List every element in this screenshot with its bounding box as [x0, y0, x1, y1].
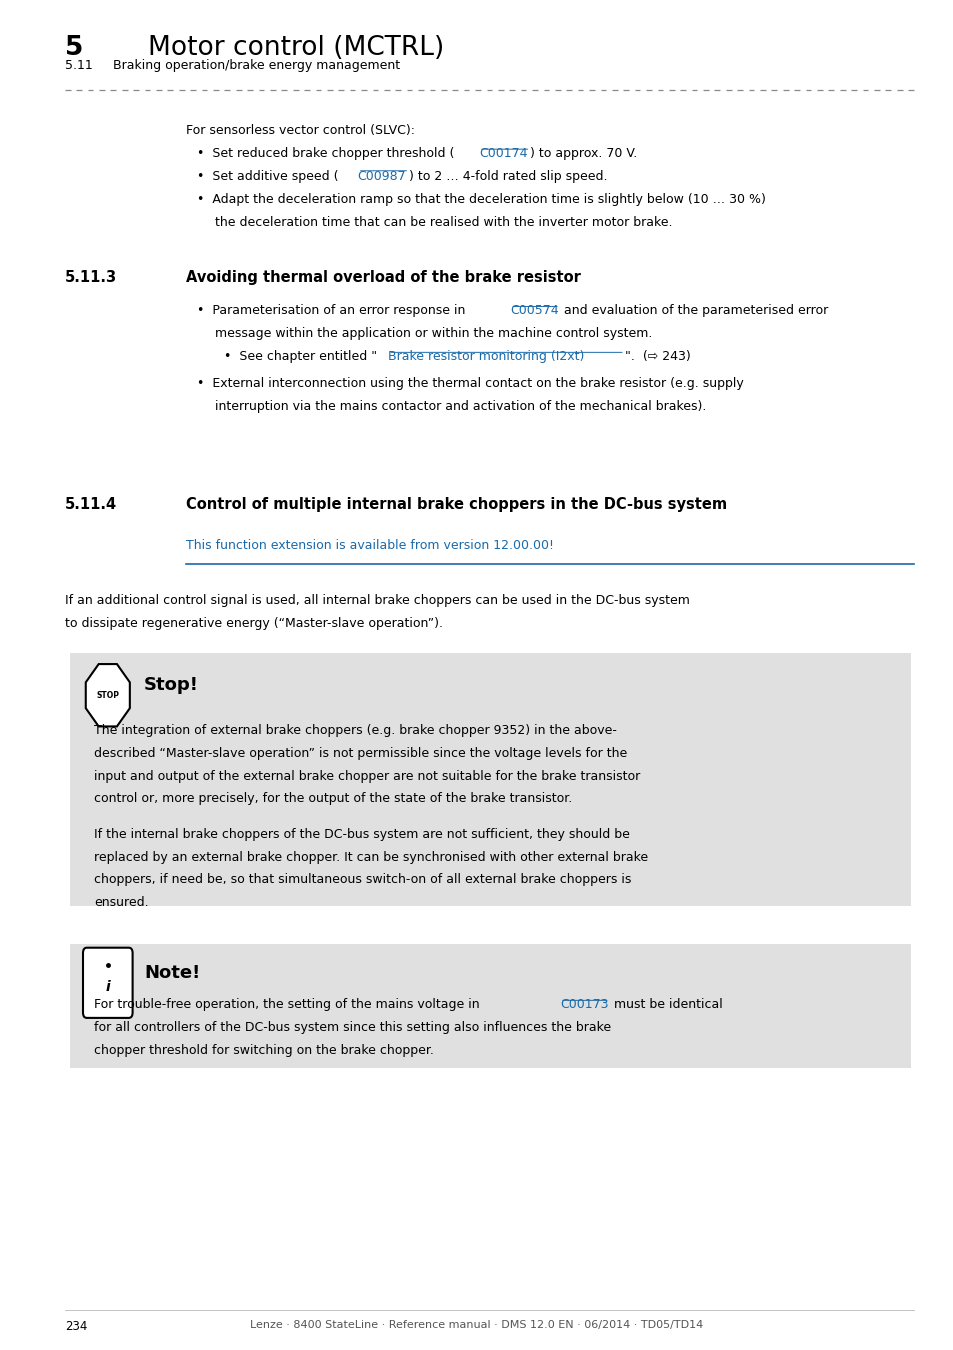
Text: ) to approx. 70 V.: ) to approx. 70 V.: [530, 147, 637, 161]
Text: 5: 5: [65, 35, 83, 61]
Text: 5.11.4: 5.11.4: [65, 497, 117, 512]
Text: •  Set reduced brake chopper threshold (: • Set reduced brake chopper threshold (: [197, 147, 455, 161]
Text: must be identical: must be identical: [609, 998, 721, 1011]
Text: Motor control (MCTRL): Motor control (MCTRL): [148, 35, 444, 61]
Text: •  External interconnection using the thermal contact on the brake resistor (e.g: • External interconnection using the the…: [197, 377, 743, 390]
Text: chopper threshold for switching on the brake chopper.: chopper threshold for switching on the b…: [94, 1044, 434, 1057]
Text: •  Parameterisation of an error response in: • Parameterisation of an error response …: [197, 304, 470, 317]
Text: ) to 2 … 4-fold rated slip speed.: ) to 2 … 4-fold rated slip speed.: [409, 170, 607, 184]
Text: 234: 234: [65, 1320, 87, 1334]
Text: Control of multiple internal brake choppers in the DC-bus system: Control of multiple internal brake chopp…: [186, 497, 726, 512]
Text: Lenze · 8400 StateLine · Reference manual · DMS 12.0 EN · 06/2014 · TD05/TD14: Lenze · 8400 StateLine · Reference manua…: [250, 1320, 703, 1330]
Text: If the internal brake choppers of the DC-bus system are not sufficient, they sho: If the internal brake choppers of the DC…: [94, 828, 630, 841]
Text: control or, more precisely, for the output of the state of the brake transistor.: control or, more precisely, for the outp…: [94, 792, 572, 806]
Text: This function extension is available from version 12.00.00!: This function extension is available fro…: [186, 539, 554, 552]
Text: Braking operation/brake energy management: Braking operation/brake energy managemen…: [112, 59, 399, 73]
Text: Brake resistor monitoring (I2xt): Brake resistor monitoring (I2xt): [388, 350, 584, 363]
Text: If an additional control signal is used, all internal brake choppers can be used: If an additional control signal is used,…: [65, 594, 689, 608]
Text: input and output of the external brake chopper are not suitable for the brake tr: input and output of the external brake c…: [94, 769, 640, 783]
Text: and evaluation of the parameterised error: and evaluation of the parameterised erro…: [559, 304, 827, 317]
Text: to dissipate regenerative energy (“Master-slave operation”).: to dissipate regenerative energy (“Maste…: [65, 617, 442, 630]
Text: ".  (⇨ 243): ". (⇨ 243): [624, 350, 690, 363]
Text: •  See chapter entitled ": • See chapter entitled ": [224, 350, 377, 363]
Text: 5.11.3: 5.11.3: [65, 270, 117, 285]
Text: Note!: Note!: [144, 964, 200, 981]
Text: The integration of external brake choppers (e.g. brake chopper 9352) in the abov: The integration of external brake choppe…: [94, 724, 617, 737]
Text: for all controllers of the DC-bus system since this setting also influences the : for all controllers of the DC-bus system…: [94, 1021, 611, 1034]
FancyBboxPatch shape: [70, 944, 910, 1068]
Text: •  Adapt the deceleration ramp so that the deceleration time is slightly below (: • Adapt the deceleration ramp so that th…: [197, 193, 765, 207]
Text: Avoiding thermal overload of the brake resistor: Avoiding thermal overload of the brake r…: [186, 270, 580, 285]
Text: choppers, if need be, so that simultaneous switch-on of all external brake chopp: choppers, if need be, so that simultaneo…: [94, 873, 631, 887]
Polygon shape: [86, 664, 130, 726]
Text: STOP: STOP: [96, 691, 119, 699]
Text: interruption via the mains contactor and activation of the mechanical brakes).: interruption via the mains contactor and…: [214, 400, 705, 413]
Text: message within the application or within the machine control system.: message within the application or within…: [214, 327, 651, 340]
Text: C00173: C00173: [559, 998, 608, 1011]
Text: i: i: [106, 980, 110, 994]
Text: C00987: C00987: [357, 170, 406, 184]
FancyBboxPatch shape: [70, 653, 910, 906]
Text: replaced by an external brake chopper. It can be synchronised with other externa: replaced by an external brake chopper. I…: [94, 850, 648, 864]
Text: described “Master-slave operation” is not permissible since the voltage levels f: described “Master-slave operation” is no…: [94, 747, 627, 760]
Text: C00174: C00174: [478, 147, 527, 161]
FancyBboxPatch shape: [83, 948, 132, 1018]
Text: ensured.: ensured.: [94, 896, 149, 910]
Text: Stop!: Stop!: [144, 676, 199, 694]
Text: For trouble-free operation, the setting of the mains voltage in: For trouble-free operation, the setting …: [94, 998, 483, 1011]
Text: C00574: C00574: [510, 304, 558, 317]
Text: the deceleration time that can be realised with the inverter motor brake.: the deceleration time that can be realis…: [214, 216, 672, 230]
Text: For sensorless vector control (SLVC):: For sensorless vector control (SLVC):: [186, 124, 415, 138]
Text: •  Set additive speed (: • Set additive speed (: [197, 170, 338, 184]
Text: 5.11: 5.11: [65, 59, 92, 73]
